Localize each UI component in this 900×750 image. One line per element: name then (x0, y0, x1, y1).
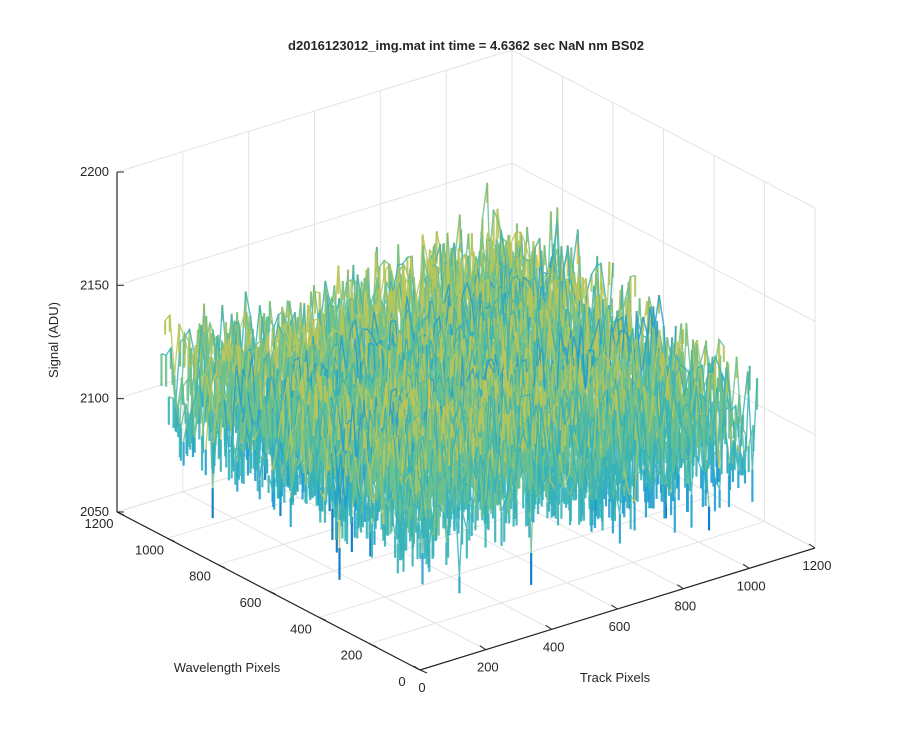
surface-plot (160, 182, 759, 594)
floor-grid-y (318, 494, 715, 618)
back-wall-grid-z (116, 49, 513, 173)
side-wall-grid-z (511, 49, 816, 209)
back-wall-grid-z (116, 162, 513, 286)
surface-row (393, 356, 732, 543)
floor-grid-y (369, 521, 765, 645)
side-wall-grid-z (511, 162, 816, 322)
surface-row (397, 364, 736, 545)
